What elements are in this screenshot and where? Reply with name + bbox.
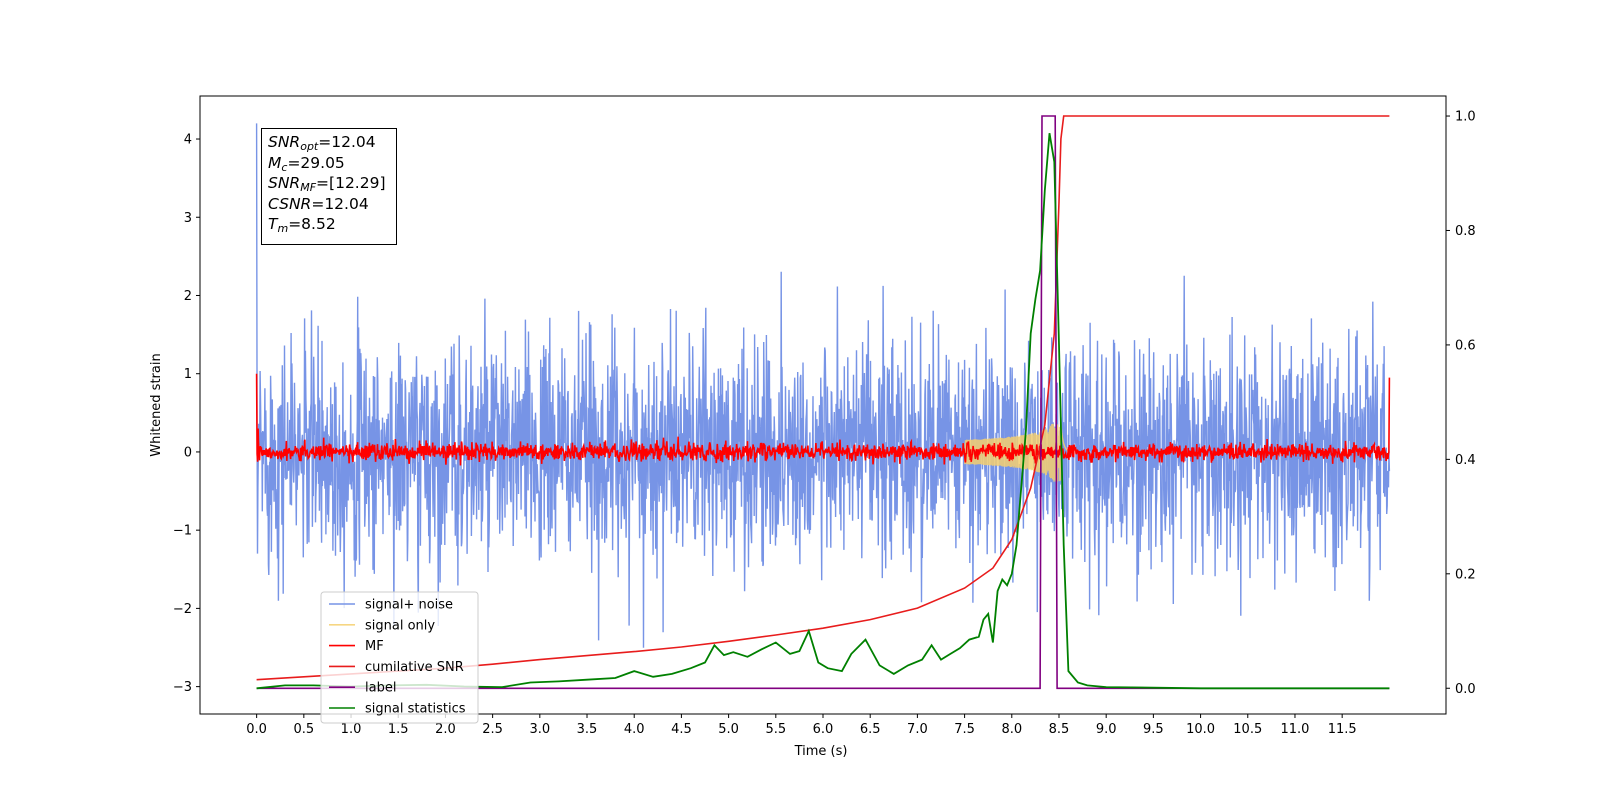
x-tick-label: 10.5 xyxy=(1233,722,1262,737)
x-tick-label: 0.5 xyxy=(293,722,314,737)
legend-label: MF xyxy=(365,639,384,654)
y-tick-label: 4 xyxy=(184,133,192,148)
merger-time-line: Tm=8.52 xyxy=(268,215,336,235)
legend: signal+ noise signal only MF cumilative SNR… xyxy=(320,591,479,724)
snr-opt-line: SNRopt=12.04 xyxy=(268,133,376,153)
legend-label: label xyxy=(365,681,396,696)
snr-mf-line: SNRMF=[12.29] xyxy=(268,174,386,194)
y-axis-right: 0.0 0.2 0.4 0.6 0.8 1.0 xyxy=(1446,110,1476,697)
series-signal-only xyxy=(963,423,1069,482)
series-mf xyxy=(255,373,1391,466)
series-signal-noise xyxy=(255,123,1391,648)
y2-tick-label: 0.2 xyxy=(1455,567,1476,582)
x-tick-label: 9.5 xyxy=(1143,722,1164,737)
legend-label: cumilative SNR xyxy=(365,660,464,675)
chirp-mass-line: Mc=29.05 xyxy=(268,153,345,174)
y2-tick-label: 0.6 xyxy=(1455,338,1476,353)
series-signal-statistics xyxy=(256,133,1390,690)
x-tick-label: 5.0 xyxy=(718,722,739,737)
x-tick-label: 8.0 xyxy=(1001,722,1022,737)
legend-label: signal only xyxy=(365,618,435,633)
y2-tick-label: 0.4 xyxy=(1455,453,1476,468)
y-tick-label: 2 xyxy=(184,289,192,304)
x-tick-label: 5.5 xyxy=(765,722,786,737)
x-tick-label: 2.0 xyxy=(435,722,456,737)
x-tick-label: 9.0 xyxy=(1096,722,1117,737)
y-axis-left: −3 −2 −1 0 1 2 3 4 xyxy=(173,133,200,695)
x-tick-label: 10.0 xyxy=(1186,722,1215,737)
series-label xyxy=(256,115,1390,690)
legend-label: signal statistics xyxy=(365,702,466,717)
y2-tick-label: 0.0 xyxy=(1455,682,1476,697)
y2-tick-label: 0.8 xyxy=(1455,224,1476,239)
annotation-box: SNRopt=12.04 Mc=29.05 SNRMF=[12.29] CSNR… xyxy=(261,128,397,245)
x-tick-label: 6.5 xyxy=(860,722,881,737)
legend-label: signal+ noise xyxy=(365,598,453,613)
x-tick-label: 3.0 xyxy=(529,722,550,737)
x-tick-label: 0.0 xyxy=(246,722,267,737)
x-tick-label: 11.0 xyxy=(1280,722,1309,737)
x-tick-label: 1.0 xyxy=(341,722,362,737)
x-axis: 0.0 0.5 1.0 1.5 2.0 2.5 3.0 3.5 4.0 4.5 5.0 5.5 6.0 6… xyxy=(246,714,1357,737)
y-tick-label: −1 xyxy=(173,524,192,539)
x-tick-label: 7.5 xyxy=(954,722,975,737)
y-tick-label: 1 xyxy=(184,367,192,382)
x-tick-label: 4.5 xyxy=(671,722,692,737)
y-tick-label: −3 xyxy=(173,680,192,695)
x-tick-label: 2.5 xyxy=(482,722,503,737)
y-tick-label: −2 xyxy=(173,602,192,617)
x-tick-label: 11.5 xyxy=(1328,722,1357,737)
legend-frame xyxy=(320,591,479,724)
y-tick-label: 0 xyxy=(184,445,192,460)
y2-tick-label: 1.0 xyxy=(1455,110,1476,125)
x-tick-label: 1.5 xyxy=(388,722,409,737)
x-tick-label: 6.0 xyxy=(813,722,834,737)
x-tick-label: 3.5 xyxy=(577,722,598,737)
y-axis-label: Whitened strain xyxy=(149,353,164,456)
x-tick-label: 8.5 xyxy=(1049,722,1070,737)
y-tick-label: 3 xyxy=(184,211,192,226)
x-tick-label: 4.0 xyxy=(624,722,645,737)
csnr-line: CSNR=12.04 xyxy=(268,194,369,213)
x-tick-label: 7.0 xyxy=(907,722,928,737)
x-axis-label: Time (s) xyxy=(794,744,848,759)
